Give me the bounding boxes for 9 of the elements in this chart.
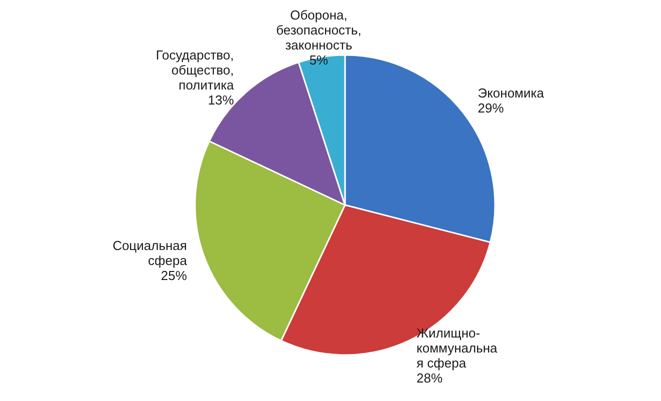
slice-label: Оборона, безопасность, законность (276, 8, 362, 54)
data-label: 29% (478, 100, 504, 116)
data-label: 25% (160, 268, 188, 284)
slice-label: Экономика (478, 86, 545, 101)
data-label: 28% (416, 370, 443, 386)
slice-label: Социальная сфера (112, 238, 188, 268)
data-label: 13% (208, 92, 234, 108)
slice-label: Государство, общество, политика (156, 48, 235, 93)
slice-label: Жилищно- коммунальна я сфера (416, 326, 498, 371)
